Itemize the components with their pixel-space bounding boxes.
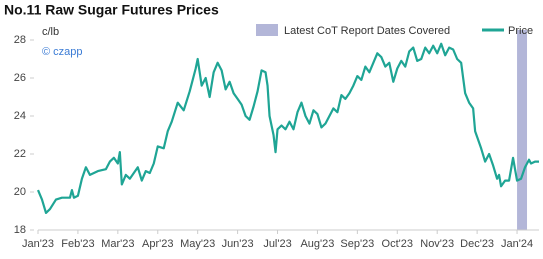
y-tick-label: 20 xyxy=(14,186,26,198)
chart-title: No.11 Raw Sugar Futures Prices xyxy=(4,2,219,18)
y-tick-label: 28 xyxy=(14,34,26,46)
highlight-band xyxy=(517,30,528,230)
x-tick-label: Feb'23 xyxy=(61,238,94,250)
x-tick-label: Jul'23 xyxy=(263,238,291,250)
y-axis-label: c/lb xyxy=(42,26,59,38)
x-tick-label: Jan'24 xyxy=(501,238,533,250)
x-tick-label: Aug'23 xyxy=(300,238,334,250)
price-line xyxy=(36,42,539,214)
x-tick-label: Oct'23 xyxy=(382,238,413,250)
legend-label: Price xyxy=(508,25,533,37)
x-tick-label: Sep'23 xyxy=(340,238,374,250)
x-tick-label: Dec'23 xyxy=(460,238,494,250)
y-tick-label: 22 xyxy=(14,148,26,160)
x-tick-label: Jun'23 xyxy=(222,238,254,250)
x-tick-label: May'23 xyxy=(180,238,215,250)
x-tick-label: Apr'23 xyxy=(142,238,173,250)
x-tick-label: Nov'23 xyxy=(420,238,454,250)
x-tick-label: Mar'23 xyxy=(101,238,134,250)
legend-swatch xyxy=(256,24,278,36)
x-tick-label: Jan'23 xyxy=(22,238,54,250)
watermark: © czapp xyxy=(42,46,83,58)
y-tick-label: 26 xyxy=(14,72,26,84)
y-tick-label: 18 xyxy=(14,224,26,236)
y-tick-label: 24 xyxy=(14,110,26,122)
legend-label: Latest CoT Report Dates Covered xyxy=(284,25,450,37)
